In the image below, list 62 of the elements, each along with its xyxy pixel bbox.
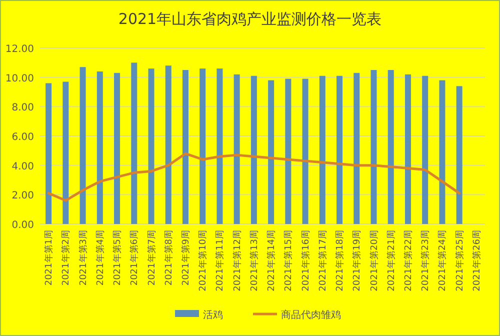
- x-tick-label: 2021年第16周: [300, 230, 312, 292]
- y-tick-label: 6.00: [12, 132, 34, 143]
- x-tick-label: 2021年第15周: [283, 230, 294, 292]
- bar: [182, 70, 188, 224]
- y-tick-label: 4.00: [12, 161, 34, 172]
- x-tick-label: 2021年第26周: [471, 230, 482, 292]
- x-tick-label: 2021年第5周: [112, 230, 124, 286]
- bar: [114, 72, 120, 224]
- bar: [268, 80, 274, 224]
- bar: [439, 80, 446, 224]
- chart-title: 2021年山东省肉鸡产业监测价格一览表: [118, 10, 382, 28]
- x-tick-label: 2021年第22周: [402, 230, 414, 292]
- x-tick-label: 2021年第2周: [60, 230, 72, 286]
- x-tick-label: 2021年第23周: [420, 230, 432, 292]
- bar: [131, 62, 138, 224]
- bar: [456, 86, 462, 224]
- y-tick-label: 8.00: [12, 102, 34, 114]
- x-tick-label: 2021年第14周: [266, 230, 278, 292]
- x-tick-label: 2021年第19周: [352, 230, 363, 292]
- bar: [165, 66, 172, 224]
- x-tick-label: 2021年第9周: [180, 230, 192, 286]
- legend-label: 活鸡: [203, 309, 223, 321]
- y-tick-label: 2.00: [12, 190, 34, 202]
- bar: [285, 78, 292, 224]
- bar: [370, 70, 377, 224]
- x-tick-label: 2021年第7周: [146, 230, 158, 286]
- x-tick-label: 2021年第17周: [317, 230, 328, 292]
- y-tick-label: 12.00: [5, 44, 34, 55]
- bar: [302, 78, 308, 224]
- bar: [62, 82, 69, 224]
- x-tick-label: 2021年第24周: [437, 230, 448, 292]
- legend-label: 商品代肉雏鸡: [281, 309, 341, 321]
- bar: [80, 67, 86, 224]
- x-tick-label: 2021年第12周: [232, 230, 243, 292]
- bar: [319, 76, 326, 224]
- bar: [388, 70, 394, 224]
- bar: [46, 83, 52, 224]
- x-tick-label: 2021年第6周: [129, 230, 140, 286]
- bar: [354, 72, 360, 224]
- x-tick-label: 2021年第21周: [386, 230, 397, 292]
- y-tick-label: 10.00: [5, 73, 34, 84]
- x-tick-label: 2021年第3周: [78, 230, 89, 286]
- y-tick-label: 0.00: [12, 220, 34, 231]
- bar: [148, 68, 154, 224]
- bar: [200, 68, 206, 224]
- x-tick-label: 2021年第10周: [198, 230, 209, 292]
- bar: [250, 76, 257, 224]
- x-tick-label: 2021年第1周: [44, 230, 55, 286]
- bar: [216, 68, 223, 224]
- x-tick-label: 2021年第25周: [454, 230, 466, 292]
- bar: [404, 74, 411, 224]
- x-tick-label: 2021年第8周: [163, 230, 174, 286]
- bar: [422, 76, 428, 224]
- x-tick-label: 2021年第11周: [214, 230, 226, 292]
- bar: [234, 74, 240, 224]
- x-tick-label: 2021年第20周: [368, 230, 380, 292]
- x-tick-label: 2021年第4周: [94, 230, 106, 286]
- x-tick-label: 2021年第18周: [334, 230, 346, 292]
- line-series: [47, 152, 461, 202]
- x-tick-label: 2021年第13周: [248, 230, 260, 292]
- bar: [96, 71, 103, 224]
- bar: [336, 76, 343, 224]
